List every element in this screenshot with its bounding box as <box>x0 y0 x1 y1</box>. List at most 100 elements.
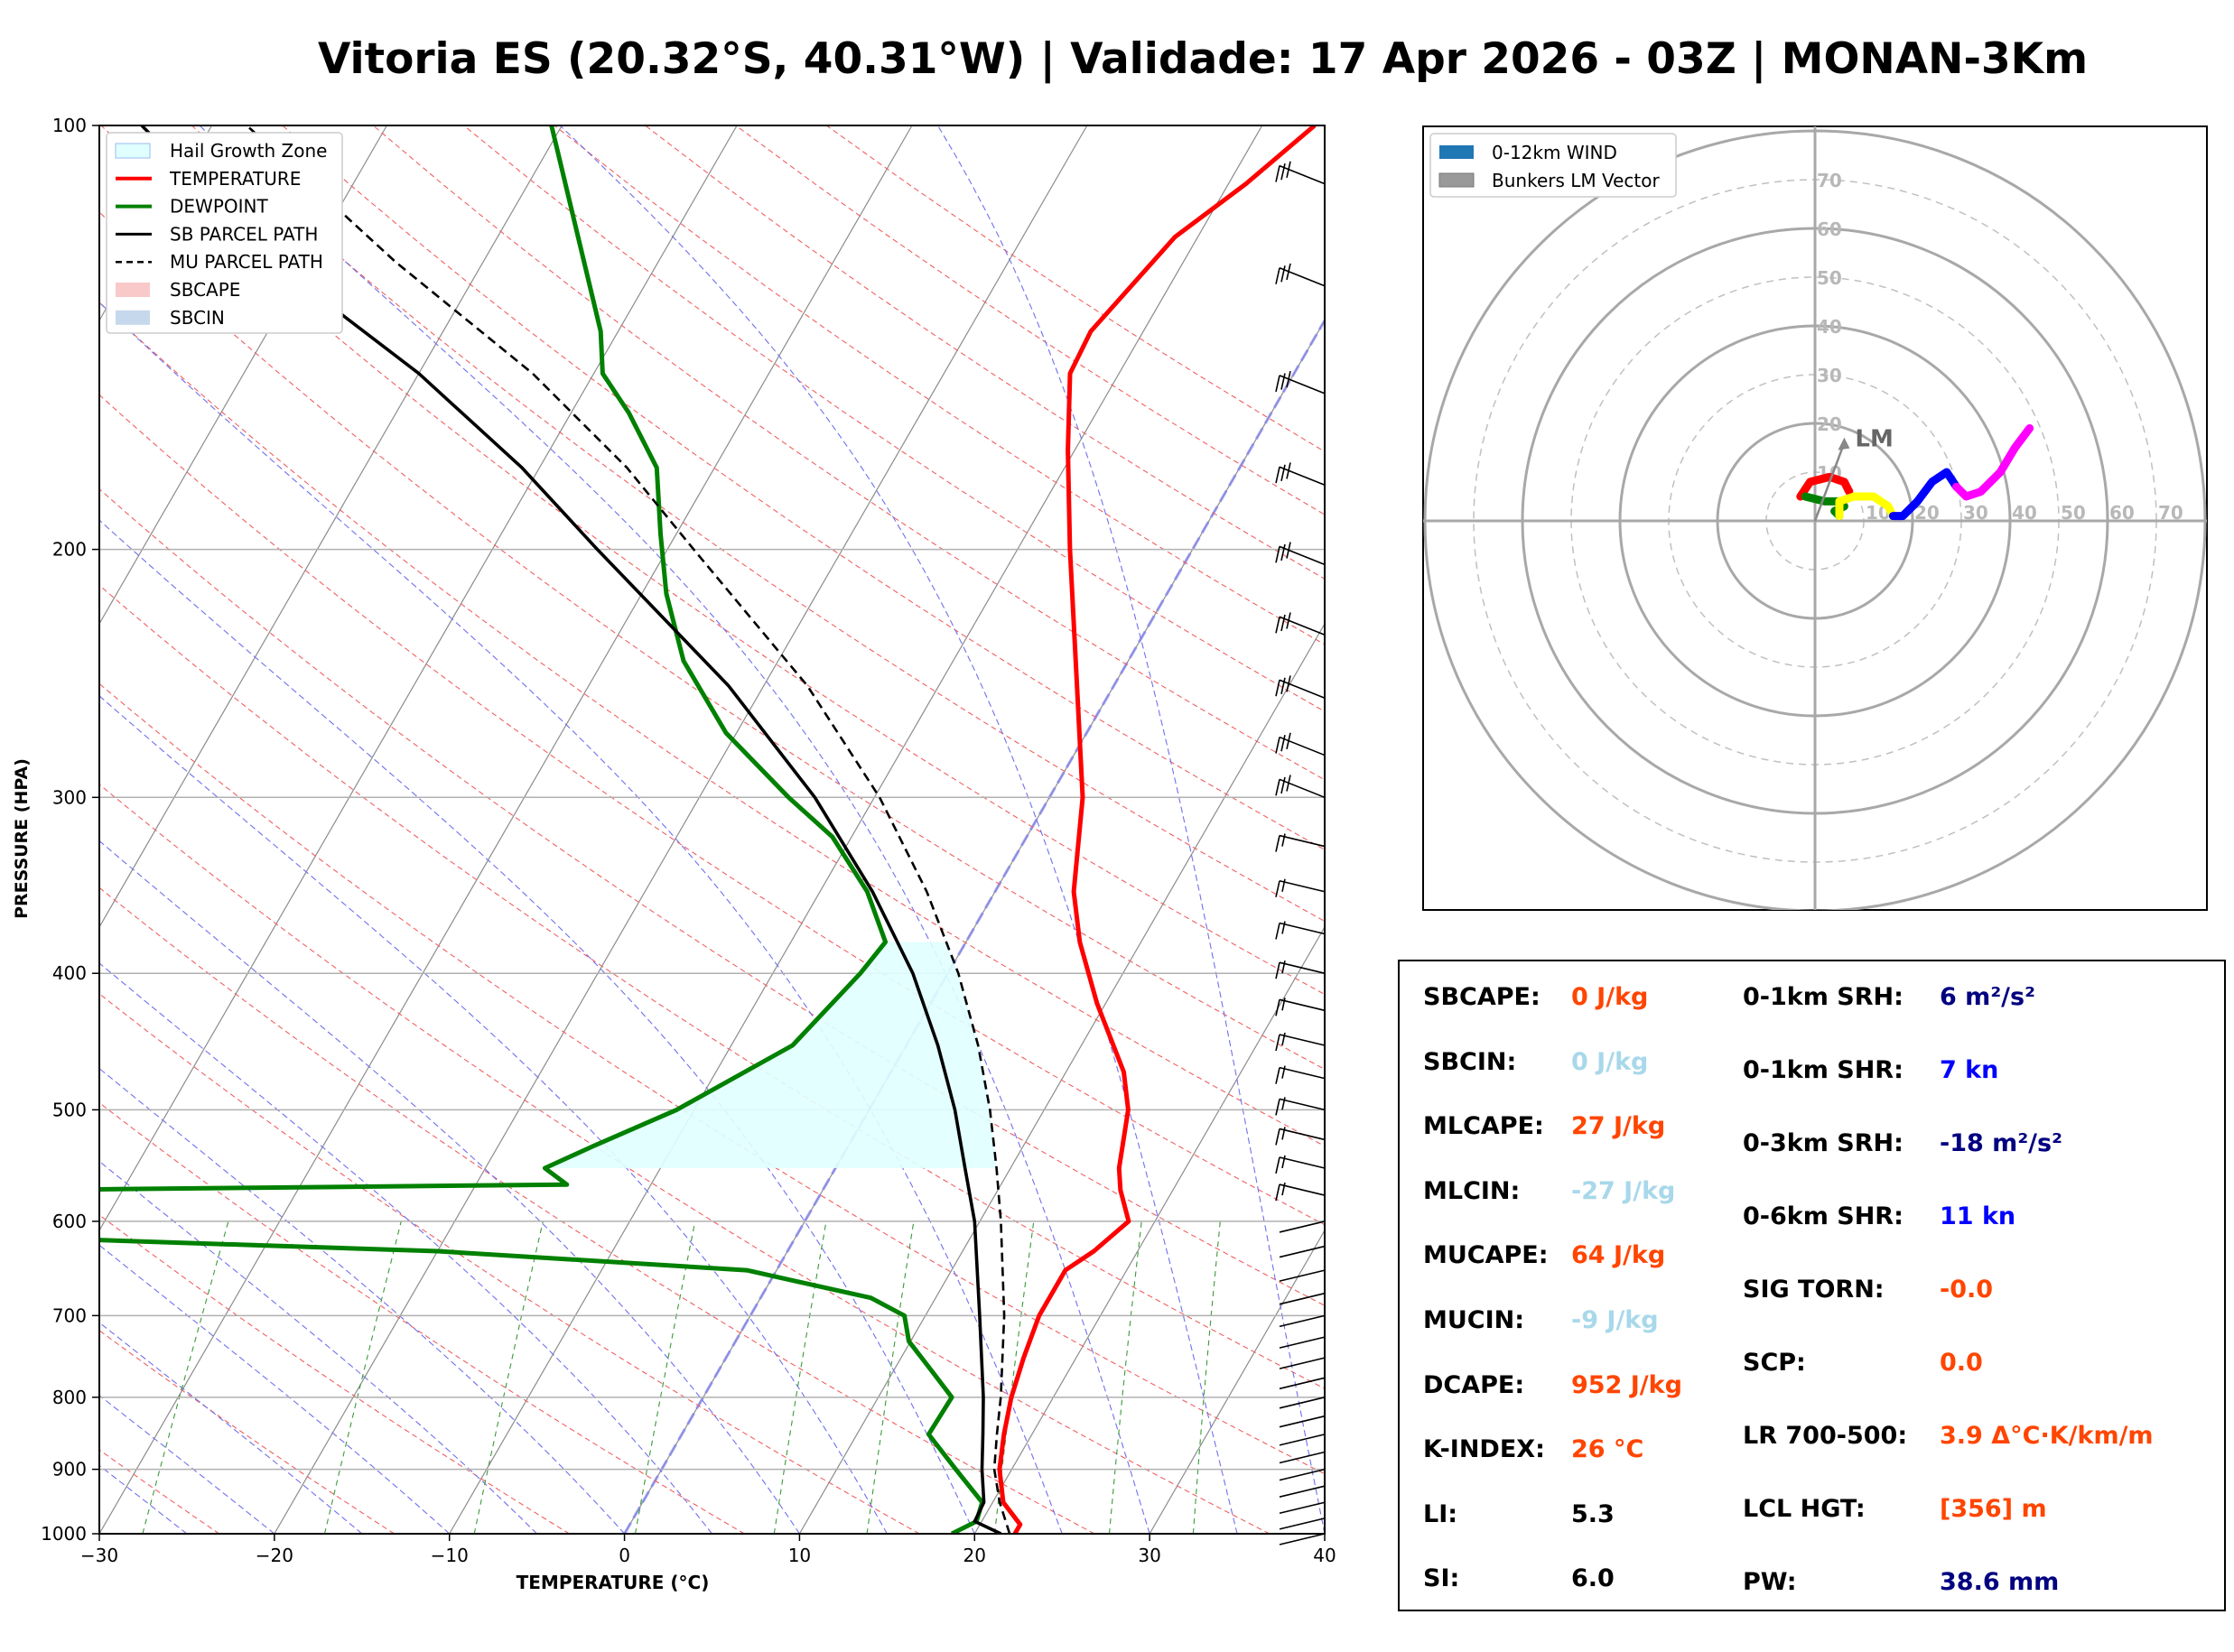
x-tick-label: −20 <box>256 1545 293 1566</box>
wind-barb-flag <box>1275 880 1280 897</box>
legend-swatch <box>1438 172 1475 188</box>
index-label: DCAPE: <box>1423 1370 1525 1399</box>
mixing-ratio-line <box>323 1220 402 1534</box>
wind-barb <box>1279 1245 1326 1258</box>
y-tick-label: 800 <box>52 1387 87 1408</box>
wind-barb-flag <box>1286 612 1291 629</box>
y-tick-label: 500 <box>52 1099 87 1120</box>
index-value: [356] m <box>1940 1495 2047 1523</box>
wind-barb-flag <box>1281 1097 1286 1110</box>
index-label: LR 700-500: <box>1743 1422 1908 1450</box>
wind-barb <box>1279 1377 1326 1390</box>
wind-barb <box>1279 1397 1326 1409</box>
wind-barb-flag <box>1275 1099 1280 1116</box>
wind-barb-flag <box>1281 1065 1286 1079</box>
hodograph-legend: 0-12km WIND Bunkers LM Vector <box>1429 133 1677 198</box>
y-tick-label: 400 <box>52 962 87 984</box>
wind-barb-flag <box>1280 162 1286 181</box>
wind-barbs <box>1275 161 1326 1545</box>
wind-barb-flag <box>1281 921 1286 934</box>
index-value: 38.6 mm <box>1940 1568 2060 1596</box>
wind-barb <box>1279 466 1326 486</box>
index-label: SBCIN: <box>1423 1047 1517 1076</box>
legend-swatch <box>116 310 150 325</box>
moist-adiabat <box>99 302 1063 1534</box>
mixing-ratio-line <box>993 1220 1035 1534</box>
wind-barb-flag <box>1286 263 1291 281</box>
moist-adiabat <box>99 695 888 1534</box>
index-label: 0-3km SRH: <box>1743 1129 1904 1157</box>
index-value: 7 kn <box>1940 1056 1999 1084</box>
index-value: 26 °C <box>1571 1435 1644 1464</box>
wind-barb-flag <box>1275 1034 1280 1052</box>
wind-barb-flag <box>1286 775 1291 792</box>
wind-barb-flag <box>1281 1032 1286 1046</box>
wind-barb-flag <box>1286 161 1291 178</box>
index-value: 0 J/kg <box>1571 983 1649 1011</box>
wind-barb-flag <box>1280 543 1286 561</box>
hodograph-ring-label: 30 <box>1963 502 1988 524</box>
index-value: 64 J/kg <box>1571 1241 1666 1270</box>
wind-barb-flag <box>1275 680 1280 697</box>
wind-barb <box>1279 736 1326 756</box>
skew-t-frame <box>98 125 1326 1535</box>
temperature-line <box>997 125 1317 1534</box>
wind-barb <box>1279 1468 1326 1481</box>
moist-adiabat <box>99 1395 275 1534</box>
index-value: -0.0 <box>1940 1276 1994 1304</box>
wind-barb-flag <box>1275 1067 1280 1084</box>
dry-adiabat <box>463 125 1325 712</box>
wind-barb <box>1279 922 1326 935</box>
wind-barb-flag <box>1286 675 1291 692</box>
x-tick-label: 30 <box>1138 1545 1160 1566</box>
x-tick-label: −10 <box>431 1545 469 1566</box>
index-value: -9 J/kg <box>1571 1306 1659 1334</box>
index-value: 952 J/kg <box>1571 1370 1682 1399</box>
hodograph-ring-label: 30 <box>1817 365 1842 386</box>
indices-panel: SBCAPE: 0 J/kg SBCIN: 0 J/kg MLCAPE: 27 J/kg M… <box>1398 960 2226 1611</box>
wind-barb-flag <box>1275 546 1280 563</box>
hodograph-ring-label: 20 <box>1817 413 1842 435</box>
wind-barb-flag <box>1275 835 1280 852</box>
hodograph-ring-label: 40 <box>2012 502 2037 524</box>
wind-barb <box>1279 616 1326 636</box>
dry-adiabat <box>99 886 1095 1534</box>
index-label: SI: <box>1423 1564 1460 1593</box>
wind-barb-flag <box>1280 373 1286 390</box>
wind-barb <box>1279 1415 1326 1428</box>
wind-barb-flag <box>1281 833 1286 847</box>
index-label: SCP: <box>1743 1349 1806 1377</box>
hodograph-trace <box>1835 492 1897 521</box>
legend-label: Hail Growth Zone <box>170 140 327 162</box>
isotherm-line <box>99 125 213 322</box>
index-label: 0-6km SHR: <box>1743 1202 1904 1230</box>
isotherm-line <box>973 925 1325 1534</box>
moist-adiabat <box>99 962 712 1534</box>
index-value: 3.9 Δ°C·K/km/m <box>1940 1422 2154 1450</box>
wind-barb-flag <box>1286 370 1291 388</box>
mixing-ratio-line <box>866 1220 915 1534</box>
hodograph-ring-label: 60 <box>1817 218 1842 240</box>
wind-barb-flag <box>1275 165 1280 182</box>
index-label: MUCAPE: <box>1423 1241 1549 1270</box>
legend-box <box>1429 133 1677 198</box>
wind-barb <box>1279 778 1326 799</box>
index-value: 0 J/kg <box>1571 1047 1649 1076</box>
isotherm-line <box>99 125 913 1534</box>
hodograph-trace <box>1952 423 2034 501</box>
wind-barb <box>1279 1485 1326 1498</box>
dry-adiabat <box>99 394 1325 1226</box>
mixing-ratio-line <box>773 1220 827 1534</box>
index-value: -18 m²/s² <box>1940 1129 2062 1157</box>
index-label: PW: <box>1743 1568 1797 1596</box>
dry-adiabat <box>372 125 1325 781</box>
isotherm-line <box>449 125 1263 1534</box>
wind-barb-flag <box>1286 732 1291 749</box>
index-label: MUCIN: <box>1423 1306 1525 1334</box>
wind-barb <box>1279 1292 1326 1305</box>
wind-barb <box>1279 1156 1326 1169</box>
